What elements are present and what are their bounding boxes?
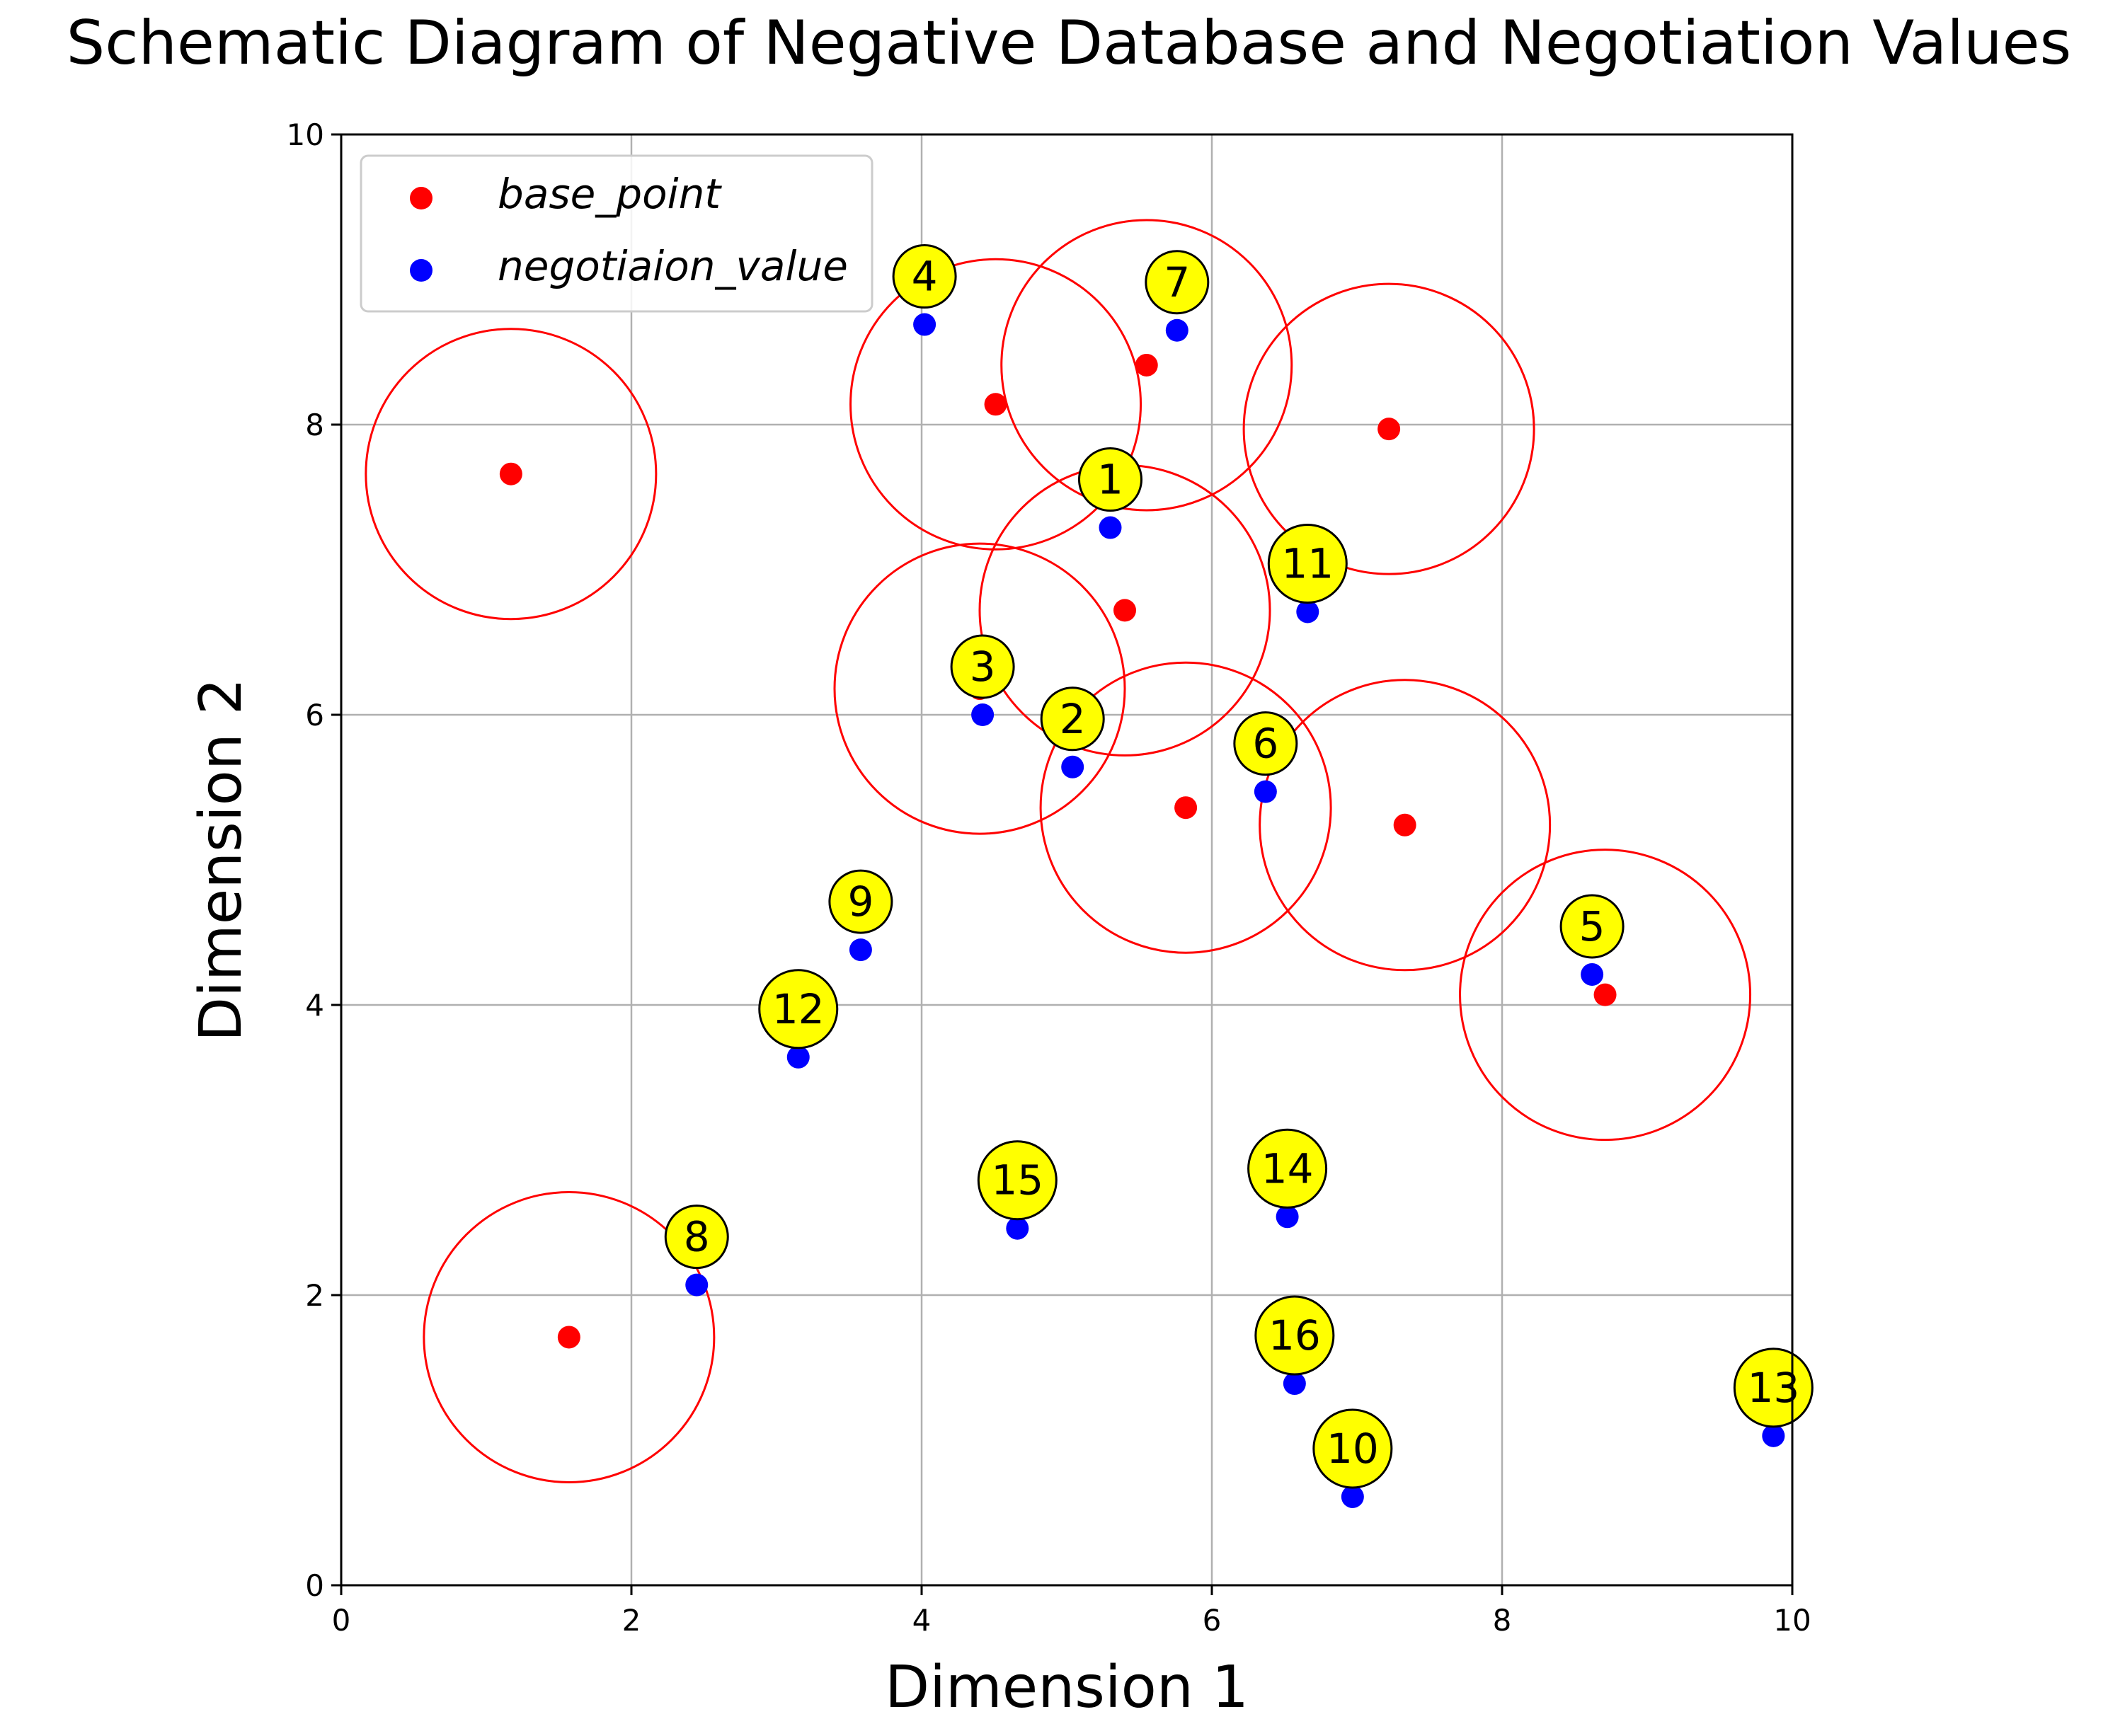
negotiation-point <box>849 938 872 962</box>
exclusion-circles <box>365 219 1752 1483</box>
callout-label: 2 <box>1060 695 1086 743</box>
negotiation-point <box>1061 755 1084 778</box>
base-point <box>1393 813 1416 837</box>
y-tick-label: 0 <box>305 1568 324 1603</box>
base-point <box>1174 796 1198 820</box>
callout-label: 7 <box>1164 258 1190 306</box>
callout-badge <box>1145 250 1210 315</box>
callout-badge <box>1078 447 1142 512</box>
base-point <box>984 393 1007 416</box>
base-point <box>1135 353 1158 376</box>
callout-label: 12 <box>772 985 825 1033</box>
base-radius-circle <box>1459 849 1752 1142</box>
callout-badge <box>758 969 839 1050</box>
legend-negotiation-value-label: negotiaion_value <box>498 242 848 290</box>
axis-ticks: 0 2 4 6 8 10 0 2 4 6 8 10 <box>287 117 1811 1638</box>
negotiation-point <box>786 1045 810 1069</box>
base-radius-circle <box>1259 679 1552 972</box>
negotiation-point <box>913 313 936 336</box>
base-point <box>1377 418 1401 441</box>
legend-negotiation-value-marker <box>410 259 433 282</box>
negotiation-point <box>1006 1217 1029 1240</box>
callout-label: 5 <box>1579 902 1605 950</box>
base-radius-circle <box>833 542 1126 835</box>
callout-badge <box>1247 1128 1328 1209</box>
callout-label: 11 <box>1281 539 1334 587</box>
y-tick-label: 6 <box>305 698 324 732</box>
callout-badge <box>977 1140 1058 1221</box>
y-axis-label: Dimension 2 <box>188 678 255 1042</box>
callout-label: 8 <box>684 1213 710 1261</box>
negotiation-point <box>1276 1205 1299 1229</box>
negotiation-point <box>1762 1424 1785 1447</box>
legend-frame <box>360 154 873 313</box>
callout-label: 1 <box>1097 456 1123 504</box>
callout-badge <box>1254 1295 1335 1376</box>
grid-layer <box>341 134 1792 1585</box>
callout-label: 14 <box>1261 1144 1314 1192</box>
callout-badge <box>1267 523 1348 604</box>
callout-label: 16 <box>1268 1311 1321 1360</box>
base-point <box>1593 983 1617 1006</box>
callout-label: 3 <box>970 643 996 691</box>
base-radius-circle <box>1242 282 1535 575</box>
y-tick-label: 10 <box>287 117 324 152</box>
base-point <box>1113 599 1136 622</box>
x-tick-label: 4 <box>912 1603 932 1638</box>
chart-title: Schematic Diagram of Negative Database a… <box>67 8 2072 79</box>
callout-label: 6 <box>1252 720 1278 768</box>
x-tick-label: 10 <box>1773 1603 1811 1638</box>
base-radius-circle <box>1039 661 1332 954</box>
callout-badge <box>1233 711 1298 776</box>
x-tick-label: 0 <box>332 1603 351 1638</box>
base-radius-circle <box>365 328 658 621</box>
base-radius-circle <box>1000 219 1293 512</box>
callout-label: 10 <box>1327 1425 1379 1473</box>
negotiation-point <box>1283 1372 1306 1396</box>
callout-badge <box>664 1205 729 1270</box>
callout-badge <box>950 634 1015 699</box>
negotiation-point <box>1254 780 1277 803</box>
negotiation-point <box>1165 318 1188 342</box>
callout-badge <box>892 244 957 309</box>
x-tick-label: 2 <box>622 1603 641 1638</box>
x-axis-label: Dimension 1 <box>885 1654 1249 1721</box>
callout-label: 4 <box>912 253 938 301</box>
base-radius-circle <box>423 1190 716 1483</box>
negotiation-points <box>685 313 1785 1508</box>
callout-label: 15 <box>991 1156 1043 1205</box>
base-points <box>499 353 1617 1349</box>
y-tick-label: 2 <box>305 1278 324 1313</box>
negotiation-point <box>1296 600 1319 623</box>
x-tick-label: 8 <box>1493 1603 1512 1638</box>
negotiation-point <box>971 703 995 726</box>
legend-base-point-label: base_point <box>498 170 722 218</box>
base-point <box>499 462 522 485</box>
base-point <box>557 1326 580 1349</box>
negotiation-point <box>1581 962 1604 986</box>
callout-badge <box>1040 686 1105 752</box>
plot-frame <box>340 133 1794 1587</box>
callout-badge <box>828 869 893 934</box>
callout-badge <box>1312 1408 1393 1489</box>
callout-label: 13 <box>1747 1364 1799 1412</box>
y-tick-label: 4 <box>305 988 324 1023</box>
legend: base_point negotiaion_value <box>360 154 873 313</box>
callout-label: 9 <box>847 878 873 926</box>
base-radius-circle <box>849 258 1142 551</box>
y-tick-label: 8 <box>305 408 324 442</box>
callout-badge <box>1559 894 1625 959</box>
negotiation-point <box>685 1273 709 1297</box>
negotiation-point <box>1341 1485 1364 1508</box>
negotiation-point <box>1099 516 1122 539</box>
x-tick-label: 6 <box>1203 1603 1222 1638</box>
legend-base-point-marker <box>410 187 433 209</box>
